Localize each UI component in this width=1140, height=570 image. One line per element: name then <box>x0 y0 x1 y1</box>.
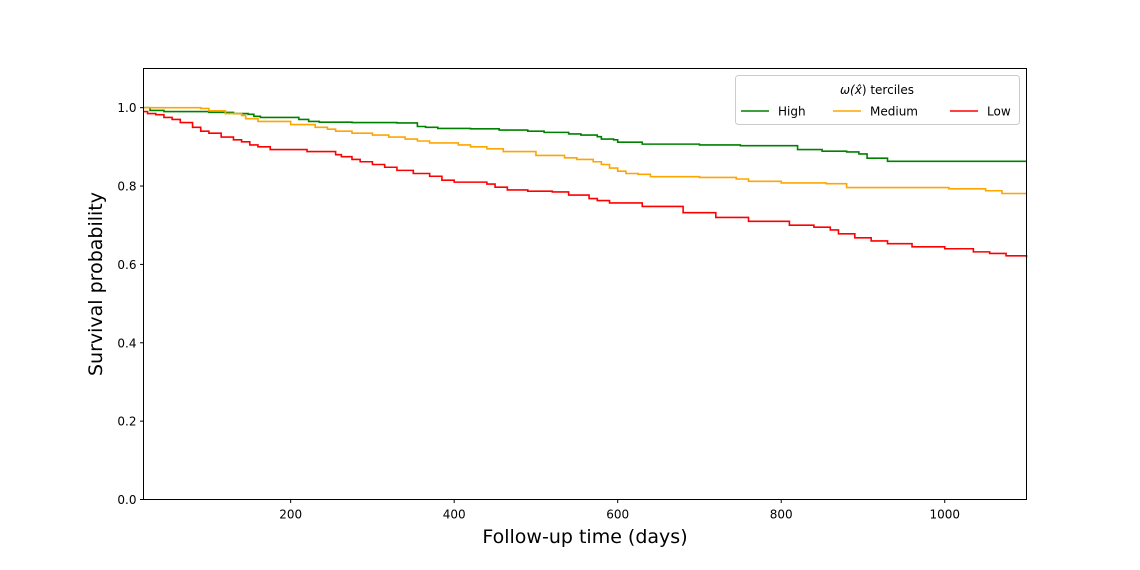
series-line-low <box>143 110 1028 258</box>
y-axis: 0.0 0.2 0.4 0.6 0.8 1.0 <box>117 101 144 507</box>
x-tick-label: 800 <box>770 508 793 522</box>
x-tick-label: 200 <box>279 508 302 522</box>
legend-title-symbol: x̂ <box>854 83 863 97</box>
legend-label-medium: Medium <box>870 105 918 119</box>
plot-frame <box>143 68 1027 500</box>
x-tick-label: 400 <box>443 508 466 522</box>
y-tick-label: 0.4 <box>117 336 136 350</box>
legend-label-low: Low <box>987 105 1011 119</box>
legend: ω(x̂) terciles High Medium Low <box>735 75 1020 125</box>
y-axis-title: Survival probability <box>85 192 107 376</box>
x-axis: 200 400 600 800 1000 <box>279 499 960 522</box>
series-line-medium <box>143 106 1027 195</box>
series-line-high <box>143 106 1027 163</box>
x-tick-label: 600 <box>606 508 629 522</box>
legend-title-suffix: ) terciles <box>862 83 914 97</box>
legend-title: ω(x̂) terciles <box>840 83 914 97</box>
series-layer <box>143 106 1028 258</box>
y-tick-label: 1.0 <box>117 101 136 115</box>
legend-label-high: High <box>778 105 806 119</box>
y-tick-label: 0.6 <box>117 258 136 272</box>
legend-box <box>735 75 1020 125</box>
y-tick-label: 0.2 <box>117 415 136 429</box>
x-axis-title: Follow-up time (days) <box>482 526 687 548</box>
y-tick-label: 0.8 <box>117 180 136 194</box>
plot-area <box>143 68 1027 500</box>
legend-title-prefix: ω( <box>840 83 856 97</box>
x-tick-label: 1000 <box>929 508 960 522</box>
legend-entries: High Medium Low <box>741 105 1011 119</box>
y-tick-label: 0.0 <box>117 493 136 507</box>
